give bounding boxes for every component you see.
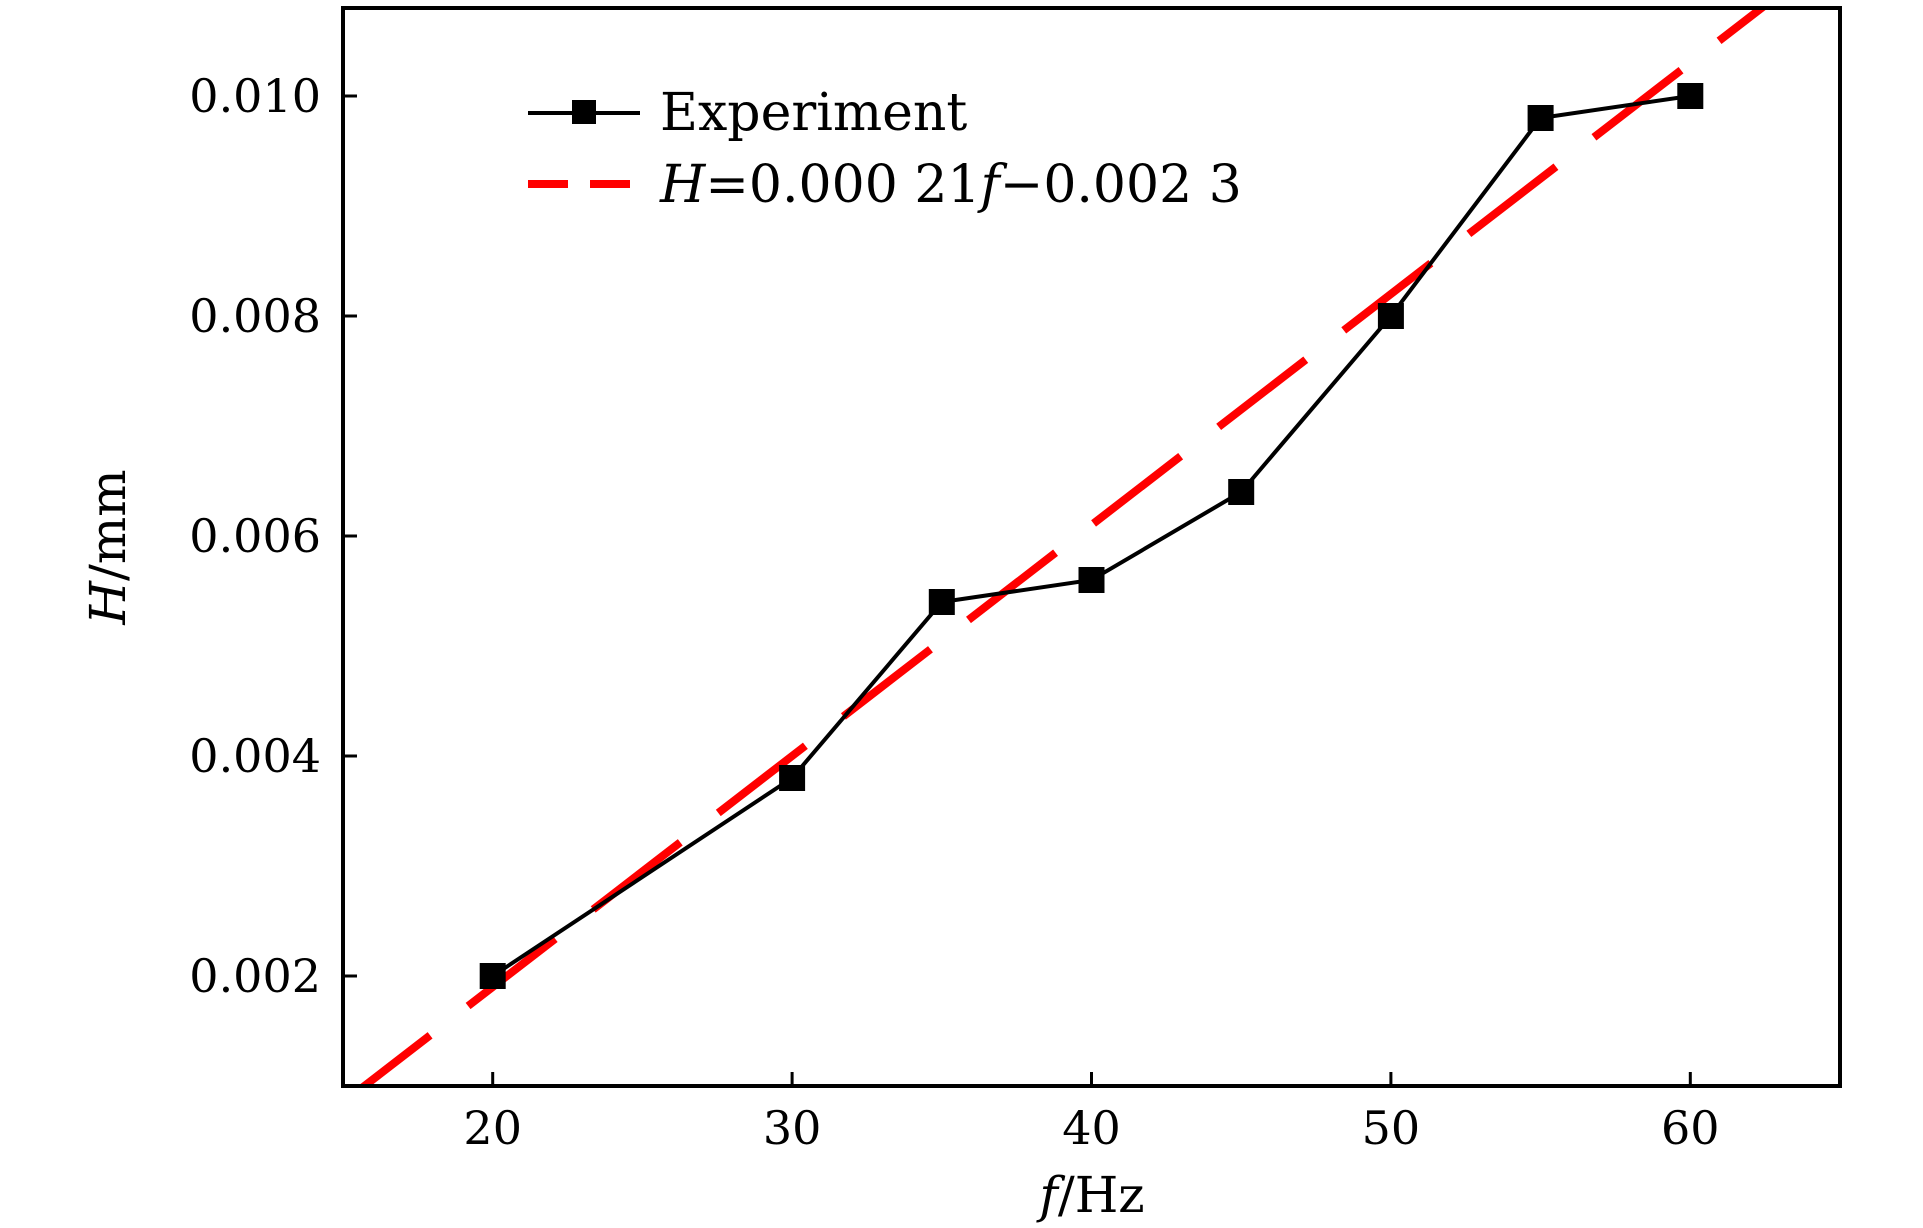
x-axis-title: f/Hz — [1035, 1166, 1144, 1224]
experiment-point-40 — [1078, 567, 1105, 593]
x-tick-label-50: 50 — [1362, 1101, 1421, 1155]
x-tick-label-60: 60 — [1661, 1101, 1720, 1155]
experiment-point-35 — [928, 589, 955, 615]
experiment-point-50 — [1377, 303, 1404, 329]
experiment-point-30 — [779, 765, 806, 791]
y-axis-title: H/mm — [79, 469, 137, 625]
y-tick-label-0: 0.002 — [189, 949, 321, 1003]
x-tick-label-40: 40 — [1062, 1101, 1121, 1155]
y-tick-label-2: 0.006 — [189, 509, 321, 563]
experiment-point-60 — [1677, 83, 1704, 109]
y-tick-label-3: 0.008 — [189, 289, 321, 343]
experiment-point-55 — [1527, 105, 1554, 131]
x-tick-label-20: 20 — [463, 1101, 522, 1155]
y-tick-label-4: 0.010 — [189, 69, 321, 123]
legend-fit-label: H=0.000 21f−0.002 3 — [659, 155, 1242, 215]
ticks: 20 30 40 50 60 0.002 0.004 0.006 0.008 0.010 — [189, 69, 1719, 1155]
y-tick-label-1: 0.004 — [189, 729, 321, 783]
plot-frame — [341, 6, 1842, 1088]
experiment-point-45 — [1228, 479, 1255, 505]
x-tick-label-30: 30 — [763, 1101, 822, 1155]
experiment-layer — [479, 83, 1704, 989]
experiment-point-20 — [479, 963, 506, 989]
legend-experiment-marker — [572, 100, 596, 124]
experiment-line — [491, 94, 1691, 978]
legend-experiment-label: Experiment — [660, 83, 967, 143]
legend: Experiment H=0.000 21f−0.002 3 — [528, 83, 1242, 215]
